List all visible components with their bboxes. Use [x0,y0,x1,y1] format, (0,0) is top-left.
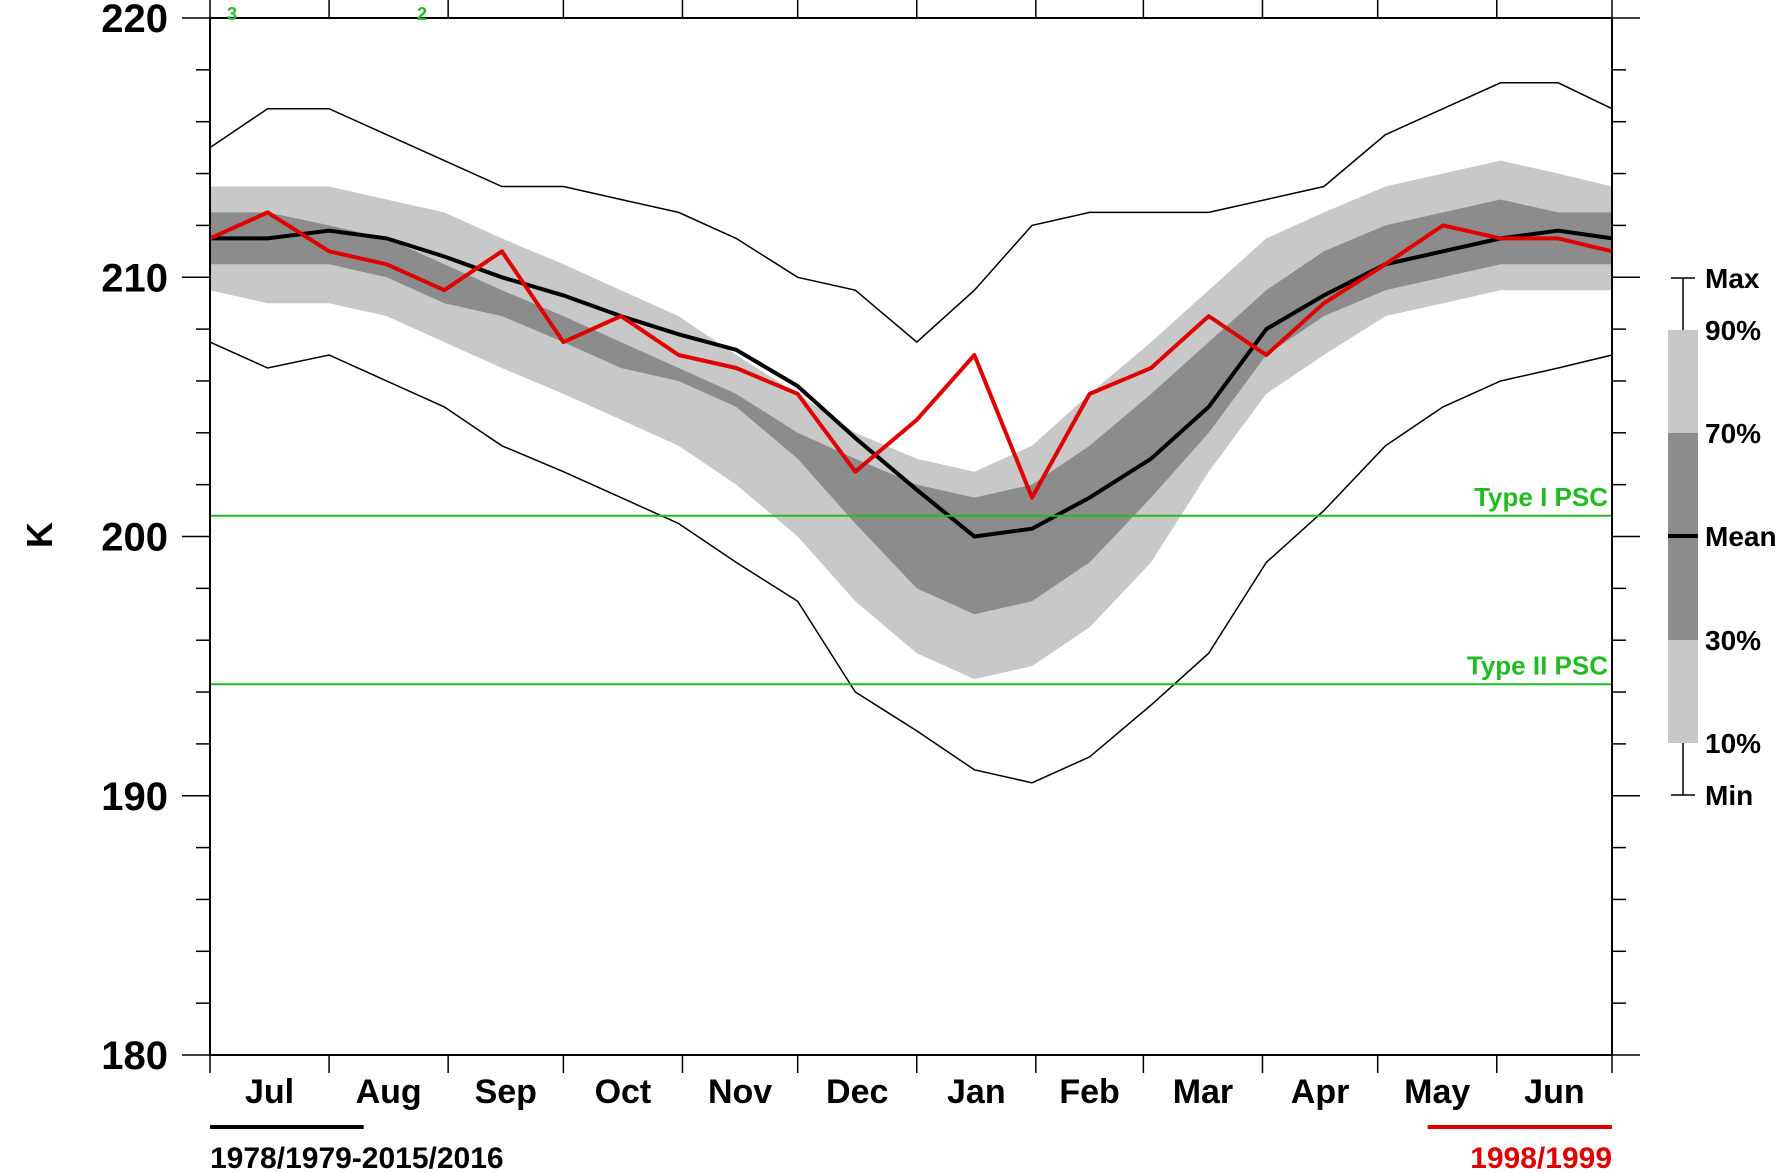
y-tick-label: 210 [101,256,168,300]
legend-entry-label: 70% [1705,418,1761,449]
legend-entry-label: 30% [1705,625,1761,656]
y-tick-label: 190 [101,775,168,819]
series-max-line [209,82,1613,344]
x-tick-label: Oct [595,1073,652,1111]
top-marker: 2 [417,4,427,24]
year-period-label: 1998/1999 [1470,1142,1612,1173]
series-1998-1999-line [209,210,1613,500]
x-tick-label: Apr [1291,1073,1350,1111]
axes: 180 190 200 210 220 Jul Aug Sep Oct Nov Dec Jan Feb M… [101,0,1640,1129]
climatology-period-label: 1978/1979-2015/2016 [210,1142,504,1173]
x-tick-label: Feb [1059,1073,1119,1111]
psc-label-2: Type II PSC [1467,650,1608,680]
legend-entry-label: Min [1705,780,1753,811]
legend-entry-label: Mean [1705,521,1777,552]
y-tick-label: 180 [101,1034,168,1078]
x-tick-label: Jan [947,1073,1006,1111]
legend-entry-label: Max [1705,263,1760,294]
legend: Max 90% 70% Mean 30% 10% Min [1668,263,1777,811]
x-tick-label: Mar [1173,1073,1233,1111]
percentile-bands [210,160,1612,680]
x-tick-label: Jun [1524,1073,1584,1111]
data-lines [209,82,1613,784]
x-tick-label: Dec [826,1073,888,1111]
series-min-line [209,341,1613,784]
x-tick-label: Nov [708,1073,772,1111]
legend-entry-label: 90% [1705,315,1761,346]
x-tick-label: Sep [475,1073,537,1111]
y-tick-label: 220 [101,0,168,41]
y-axis-label: K [19,522,60,548]
legend-lower-outer-swatch [1668,640,1698,743]
legend-upper-outer-swatch [1668,330,1698,433]
top-marker: 3 [227,4,237,24]
band-10-90 [210,160,1612,680]
x-tick-label: May [1404,1073,1470,1111]
band-30-70 [210,199,1612,615]
y-tick-label: 200 [101,516,168,560]
legend-entry-label: 10% [1705,728,1761,759]
psc-label-1: Type I PSC [1474,482,1608,512]
x-tick-label: Aug [356,1073,422,1111]
x-tick-label: Jul [245,1073,294,1111]
psc-lines: Type I PSC Type II PSC [210,482,1612,686]
